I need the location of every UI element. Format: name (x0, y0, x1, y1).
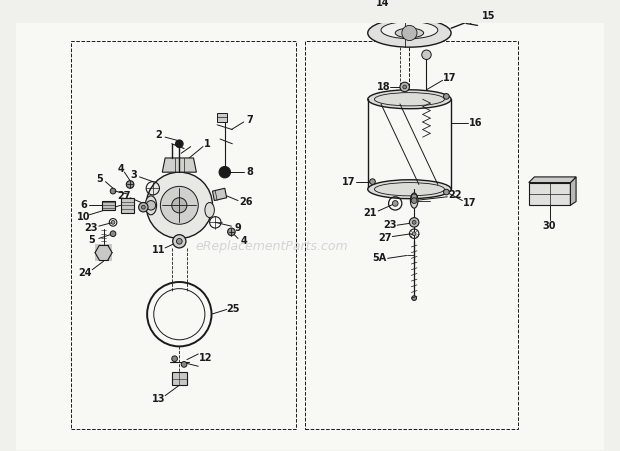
Text: 3: 3 (130, 170, 137, 180)
Circle shape (146, 172, 213, 239)
Polygon shape (570, 177, 576, 205)
Ellipse shape (205, 202, 215, 218)
Circle shape (141, 205, 145, 209)
Text: 16: 16 (469, 118, 482, 128)
Circle shape (161, 186, 198, 224)
Circle shape (370, 179, 375, 184)
Text: 26: 26 (239, 198, 252, 207)
Text: 4: 4 (117, 164, 124, 175)
Ellipse shape (368, 180, 451, 199)
Circle shape (411, 194, 417, 200)
Text: 27: 27 (118, 191, 131, 201)
Ellipse shape (145, 196, 157, 215)
Circle shape (181, 362, 187, 367)
Text: 17: 17 (463, 198, 477, 208)
Ellipse shape (410, 193, 418, 208)
Ellipse shape (368, 19, 451, 47)
Circle shape (110, 188, 116, 194)
Text: 4: 4 (241, 236, 247, 246)
Text: 15: 15 (482, 11, 496, 21)
Text: 18: 18 (377, 82, 391, 92)
Polygon shape (95, 244, 112, 261)
Circle shape (228, 228, 235, 235)
Circle shape (110, 231, 116, 237)
Text: 30: 30 (543, 221, 556, 231)
Text: 2: 2 (155, 130, 162, 140)
Circle shape (412, 296, 417, 300)
Text: 23: 23 (84, 223, 98, 233)
Text: 13: 13 (152, 395, 166, 405)
Text: 24: 24 (78, 268, 91, 278)
Circle shape (111, 221, 115, 224)
Ellipse shape (381, 22, 438, 39)
Circle shape (411, 198, 417, 203)
Polygon shape (121, 198, 134, 213)
Text: 1: 1 (205, 139, 211, 149)
Text: 14: 14 (376, 0, 389, 8)
Polygon shape (102, 201, 115, 210)
Text: eReplacementParts.com: eReplacementParts.com (196, 239, 348, 253)
Text: 10: 10 (77, 212, 91, 222)
Circle shape (412, 232, 416, 235)
Circle shape (409, 218, 419, 227)
Circle shape (146, 201, 156, 210)
Circle shape (219, 166, 231, 178)
Circle shape (175, 140, 183, 147)
Text: 25: 25 (226, 304, 240, 313)
Text: 5: 5 (88, 235, 95, 245)
Polygon shape (529, 183, 570, 205)
Circle shape (172, 198, 187, 213)
Polygon shape (213, 188, 227, 201)
Circle shape (402, 25, 417, 41)
Text: 11: 11 (152, 245, 166, 255)
Circle shape (412, 221, 416, 224)
Ellipse shape (368, 90, 451, 109)
Text: 17: 17 (443, 74, 456, 83)
Circle shape (392, 201, 398, 206)
Circle shape (126, 181, 134, 188)
Circle shape (172, 356, 177, 362)
Text: 5A: 5A (372, 253, 386, 263)
Text: 7: 7 (246, 115, 253, 125)
Polygon shape (217, 112, 227, 122)
Text: 22: 22 (448, 190, 462, 200)
Text: 12: 12 (199, 353, 213, 363)
Circle shape (173, 235, 186, 248)
Circle shape (403, 85, 407, 89)
Circle shape (400, 82, 409, 92)
Polygon shape (17, 23, 603, 450)
Text: 8: 8 (246, 167, 253, 177)
Circle shape (177, 239, 182, 244)
Circle shape (139, 202, 148, 212)
Text: 9: 9 (234, 223, 241, 233)
Text: 21: 21 (363, 208, 376, 218)
Circle shape (443, 93, 449, 99)
Circle shape (443, 189, 449, 195)
Text: 27: 27 (378, 234, 392, 244)
Text: 6: 6 (81, 200, 87, 210)
Text: 17: 17 (342, 177, 356, 187)
Circle shape (422, 50, 431, 60)
Polygon shape (172, 372, 187, 385)
Ellipse shape (395, 28, 423, 38)
Text: 23: 23 (383, 220, 396, 230)
Polygon shape (162, 158, 197, 172)
Text: 5: 5 (97, 174, 103, 184)
Polygon shape (529, 177, 576, 183)
